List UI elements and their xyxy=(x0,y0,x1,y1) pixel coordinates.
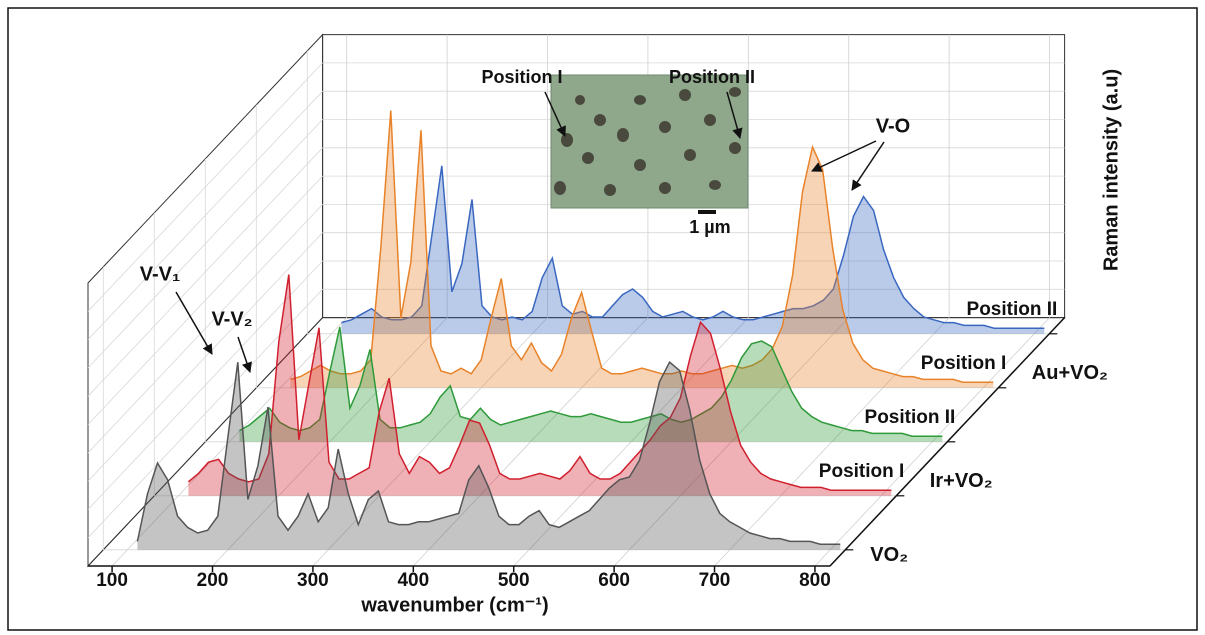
grid-line xyxy=(513,317,749,567)
annotation-arrow xyxy=(811,140,877,172)
scale-bar-label: 1 µm xyxy=(689,217,730,237)
area-fill xyxy=(188,274,892,496)
inset-image: Position I Position II 1 µm xyxy=(482,67,756,237)
inset-arrow xyxy=(726,91,743,140)
x-tick-label: 300 xyxy=(297,570,329,591)
group-label: Au+VO₂ xyxy=(1032,362,1108,384)
annotation-arrow xyxy=(175,291,213,355)
grid-line xyxy=(111,317,347,567)
spectrum-line xyxy=(136,361,841,545)
spectrum-line xyxy=(341,165,1045,329)
inset-arrow xyxy=(544,91,566,137)
inset-spots xyxy=(554,87,741,196)
annotation: V-V₂ xyxy=(211,308,252,330)
legend-label: VO₂ xyxy=(870,544,908,566)
x-tick-label: 200 xyxy=(197,570,229,591)
grid-line xyxy=(714,317,950,567)
area-fill xyxy=(341,165,1045,334)
x-axis-title: wavenumber (cm⁻¹) xyxy=(360,594,548,616)
annotations: V-V₁ V-V₂ V-O xyxy=(140,115,910,373)
area-fill xyxy=(239,327,943,442)
spectrum-line xyxy=(187,274,892,491)
legend-label: Position I xyxy=(921,353,1007,374)
x-tick-label: 100 xyxy=(96,570,128,591)
frame xyxy=(7,7,1198,631)
inset-label: Position II xyxy=(669,67,755,87)
legend-label: Position II xyxy=(967,299,1058,320)
legend-label: Position II xyxy=(865,407,956,428)
grid-line xyxy=(613,317,850,567)
annotation-arrow xyxy=(237,336,252,373)
grid-line xyxy=(814,317,1050,567)
spectrum-line xyxy=(290,110,994,383)
annotation-arrow xyxy=(851,141,885,191)
group-label: Ir+VO₂ xyxy=(930,470,993,492)
grid-line xyxy=(312,317,548,567)
grid-line xyxy=(413,317,649,567)
x-tick-label: 500 xyxy=(498,570,530,591)
x-tick-label: 800 xyxy=(799,570,831,591)
legend-label: Position I xyxy=(819,461,905,482)
x-tick-label: 400 xyxy=(397,570,429,591)
annotation: V-O xyxy=(876,115,910,137)
annotation: V-V₁ xyxy=(140,263,181,285)
x-tick-label: 700 xyxy=(699,570,731,591)
area-fill xyxy=(290,110,994,388)
spectrum-line xyxy=(239,326,943,437)
plot-area: Position II Position I Position II Position… xyxy=(136,110,1108,566)
grid-line xyxy=(212,317,448,567)
y-axis-title: Raman intensity (a.u) xyxy=(1100,69,1122,271)
inset-label: Position I xyxy=(482,67,563,87)
x-tick-label: 600 xyxy=(598,570,630,591)
area-fill xyxy=(137,362,841,550)
